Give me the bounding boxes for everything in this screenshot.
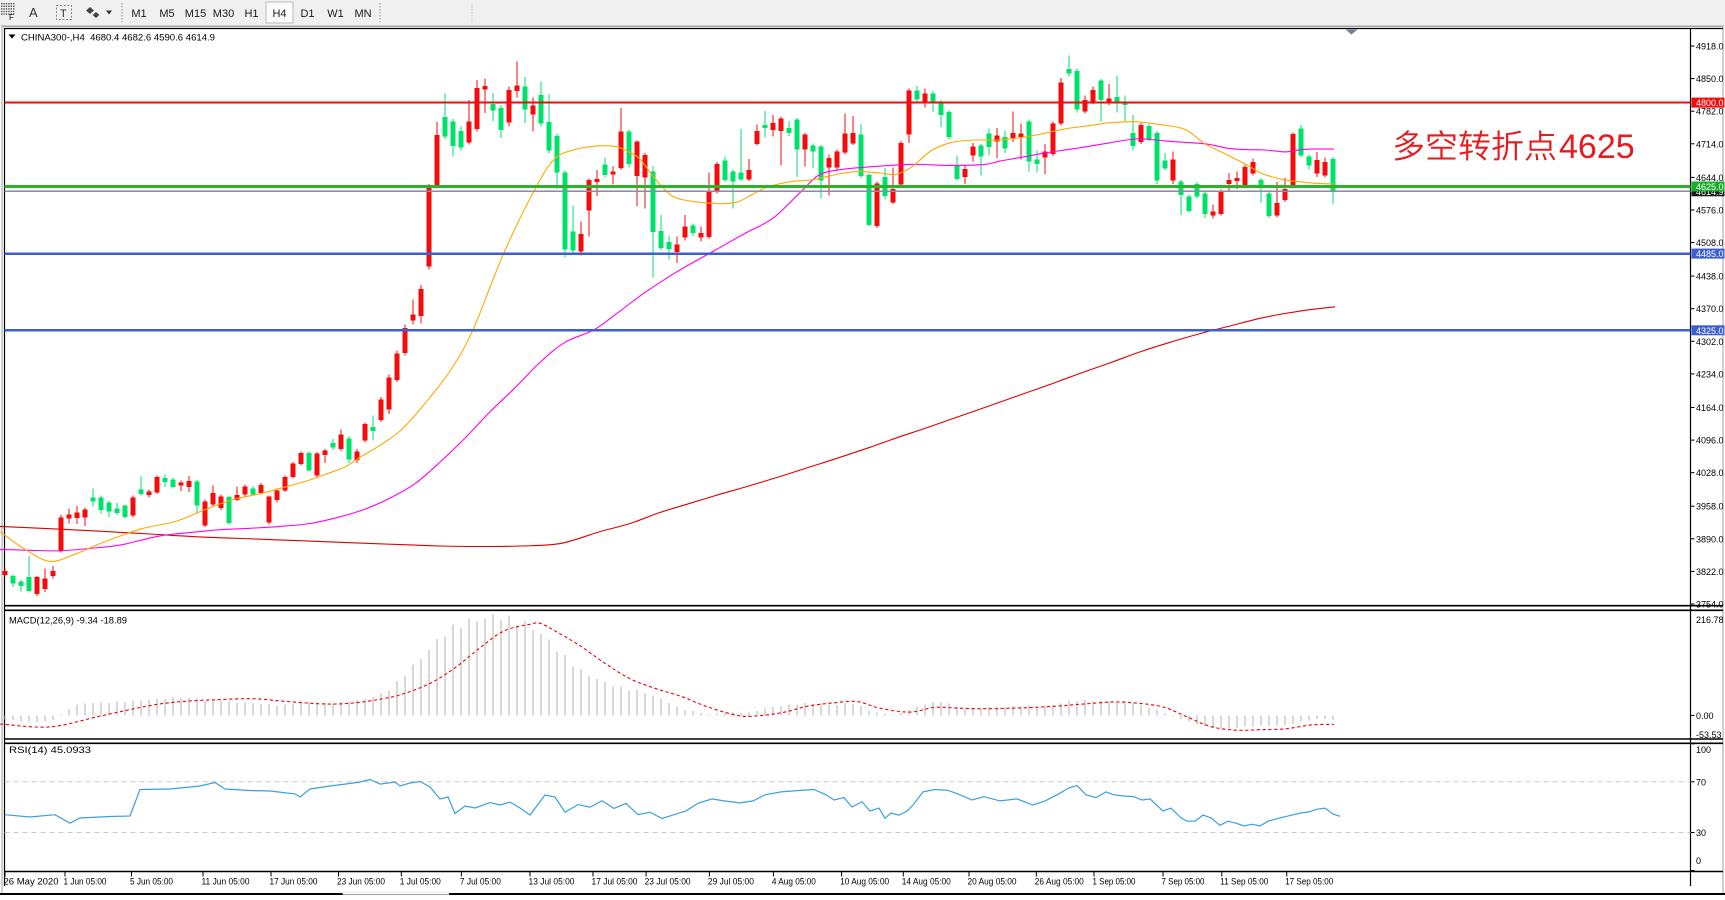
svg-text:70: 70 <box>1696 777 1706 787</box>
svg-text:4438.0: 4438.0 <box>1696 272 1724 282</box>
svg-text:20 Aug 05:00: 20 Aug 05:00 <box>968 877 1017 888</box>
svg-text:4576.0: 4576.0 <box>1696 206 1724 216</box>
svg-text:11 Jun 05:00: 11 Jun 05:00 <box>202 877 250 888</box>
svg-text:5 Jun 05:00: 5 Jun 05:00 <box>130 877 173 888</box>
svg-text:M1: M1 <box>131 8 146 20</box>
svg-text:4302.0: 4302.0 <box>1696 337 1724 347</box>
svg-text:4 Aug 05:00: 4 Aug 05:00 <box>772 877 816 888</box>
svg-text:23 Jun 05:00: 23 Jun 05:00 <box>337 877 385 888</box>
svg-text:7 Jul 05:00: 7 Jul 05:00 <box>460 877 501 888</box>
svg-text:W1: W1 <box>327 8 344 20</box>
svg-text:-53.53: -53.53 <box>1696 730 1722 740</box>
svg-text:RSI(14) 45.0933: RSI(14) 45.0933 <box>9 745 91 756</box>
svg-text:4164.0: 4164.0 <box>1696 403 1724 413</box>
svg-text:4614.9: 4614.9 <box>1696 187 1724 197</box>
svg-text:3754.0: 3754.0 <box>1696 600 1724 610</box>
svg-text:13 Jul 05:00: 13 Jul 05:00 <box>529 877 575 888</box>
svg-text:17 Jul 05:00: 17 Jul 05:00 <box>592 877 638 888</box>
svg-text:H1: H1 <box>244 8 258 20</box>
svg-text:4625.0: 4625.0 <box>1696 182 1724 192</box>
svg-text:17 Sep 05:00: 17 Sep 05:00 <box>1285 877 1333 888</box>
svg-text:M5: M5 <box>159 8 174 20</box>
svg-text:M15: M15 <box>185 8 206 20</box>
svg-text:3958.0: 3958.0 <box>1696 502 1724 512</box>
svg-text:3890.0: 3890.0 <box>1696 534 1724 544</box>
svg-text:3822.0: 3822.0 <box>1696 567 1724 577</box>
svg-text:4325.0: 4325.0 <box>1696 326 1724 336</box>
svg-text:216.78: 216.78 <box>1696 615 1724 625</box>
svg-text:CHINA300-,H4 4680.4 4682.6 45: CHINA300-,H4 4680.4 4682.6 4590.6 4614.9 <box>21 33 215 44</box>
svg-text:M30: M30 <box>213 8 234 20</box>
svg-text:T: T <box>60 8 67 20</box>
svg-text:4850.0: 4850.0 <box>1696 74 1724 84</box>
svg-text:7 Sep 05:00: 7 Sep 05:00 <box>1162 877 1205 888</box>
svg-text:4096.0: 4096.0 <box>1696 436 1724 446</box>
svg-text:23 Jul 05:00: 23 Jul 05:00 <box>645 877 691 888</box>
svg-text:0.00: 0.00 <box>1696 711 1714 721</box>
svg-text:A: A <box>29 5 38 20</box>
svg-text:4800.0: 4800.0 <box>1696 98 1724 108</box>
svg-text:30: 30 <box>1696 828 1706 838</box>
svg-text:4644.0: 4644.0 <box>1696 173 1724 183</box>
svg-text:D1: D1 <box>300 8 314 20</box>
svg-text:17 Jun 05:00: 17 Jun 05:00 <box>270 877 318 888</box>
svg-text:4370.0: 4370.0 <box>1696 304 1724 314</box>
svg-text:29 Jul 05:00: 29 Jul 05:00 <box>708 877 754 888</box>
svg-text:1 Sep 05:00: 1 Sep 05:00 <box>1093 877 1136 888</box>
svg-text:MN: MN <box>354 8 371 20</box>
svg-text:14 Aug 05:00: 14 Aug 05:00 <box>902 877 951 888</box>
svg-text:10 Aug 05:00: 10 Aug 05:00 <box>840 877 889 888</box>
svg-text:4508.0: 4508.0 <box>1696 238 1724 248</box>
svg-text:4028.0: 4028.0 <box>1696 468 1724 478</box>
svg-text:F: F <box>9 13 14 22</box>
svg-text:4782.0: 4782.0 <box>1696 107 1724 117</box>
svg-text:4918.0: 4918.0 <box>1696 42 1724 52</box>
svg-text:4714.0: 4714.0 <box>1696 139 1724 149</box>
svg-text:4625: 4625 <box>1559 128 1635 166</box>
svg-text:4234.0: 4234.0 <box>1696 369 1724 379</box>
svg-text:26 May 2020: 26 May 2020 <box>4 877 59 888</box>
svg-text:4485.0: 4485.0 <box>1696 249 1724 259</box>
svg-text:MACD(12,26,9) -9.34 -18.89: MACD(12,26,9) -9.34 -18.89 <box>9 616 127 627</box>
svg-text:H4: H4 <box>272 8 286 20</box>
svg-text:1 Jul 05:00: 1 Jul 05:00 <box>400 877 441 888</box>
svg-text:1 Jun 05:00: 1 Jun 05:00 <box>64 877 107 888</box>
svg-text:11 Sep 05:00: 11 Sep 05:00 <box>1220 877 1268 888</box>
svg-text:100: 100 <box>1696 745 1711 755</box>
svg-text:26 Aug 05:00: 26 Aug 05:00 <box>1035 877 1084 888</box>
svg-text:0: 0 <box>1696 856 1701 866</box>
